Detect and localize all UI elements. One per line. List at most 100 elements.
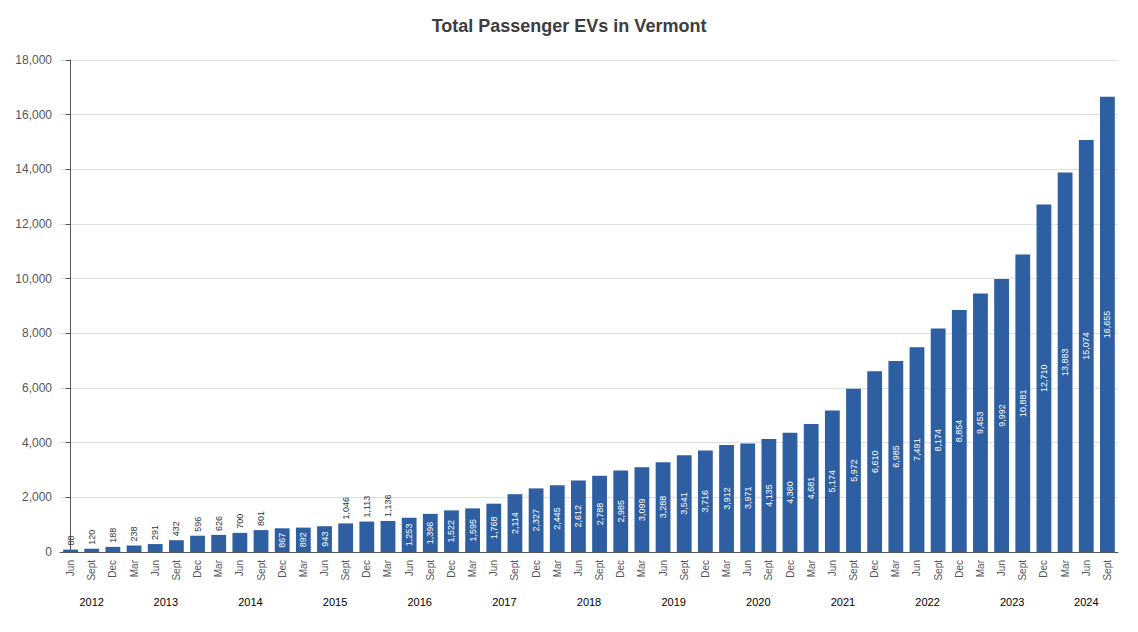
svg-text:120: 120 [87, 530, 97, 545]
svg-text:6,985: 6,985 [891, 445, 901, 468]
svg-text:Mar: Mar [552, 559, 563, 577]
svg-text:2024: 2024 [1074, 596, 1098, 608]
svg-text:Mar: Mar [975, 559, 986, 577]
svg-text:Dec: Dec [700, 560, 711, 578]
svg-text:Dec: Dec [1038, 560, 1049, 578]
svg-text:1,113: 1,113 [362, 496, 372, 518]
svg-text:6,610: 6,610 [870, 450, 880, 473]
svg-text:3,541: 3,541 [679, 492, 689, 515]
svg-text:Jun: Jun [488, 560, 499, 576]
svg-text:Jun: Jun [742, 560, 753, 576]
svg-text:Mar: Mar [890, 559, 901, 577]
svg-text:1,253: 1,253 [404, 524, 414, 547]
svg-text:1,136: 1,136 [383, 494, 393, 517]
svg-text:12,000: 12,000 [15, 217, 52, 231]
svg-text:4,000: 4,000 [22, 436, 52, 450]
svg-text:Jun: Jun [65, 560, 76, 576]
svg-text:Jun: Jun [1081, 560, 1092, 576]
svg-text:8,174: 8,174 [933, 429, 943, 452]
svg-text:Mar: Mar [298, 559, 309, 577]
svg-text:188: 188 [108, 528, 118, 543]
svg-text:5,174: 5,174 [827, 470, 837, 493]
svg-text:432: 432 [171, 521, 181, 536]
svg-text:Jun: Jun [234, 560, 245, 576]
svg-text:18,000: 18,000 [15, 53, 52, 67]
svg-text:Sept: Sept [86, 560, 97, 581]
svg-text:15,074: 15,074 [1081, 332, 1091, 360]
svg-text:3,971: 3,971 [743, 486, 753, 509]
svg-text:Sept: Sept [763, 560, 774, 581]
svg-text:2013: 2013 [154, 596, 178, 608]
svg-text:5,972: 5,972 [849, 459, 859, 482]
svg-text:2,114: 2,114 [510, 512, 520, 534]
svg-text:238: 238 [129, 526, 139, 541]
svg-text:Mar: Mar [467, 559, 478, 577]
svg-text:Dec: Dec [446, 560, 457, 578]
svg-text:9,453: 9,453 [975, 412, 985, 435]
svg-text:0: 0 [45, 545, 52, 559]
svg-text:2019: 2019 [661, 596, 685, 608]
svg-text:2,612: 2,612 [573, 505, 583, 528]
svg-text:Dec: Dec [107, 560, 118, 578]
svg-text:14,000: 14,000 [15, 162, 52, 176]
svg-text:8,000: 8,000 [22, 326, 52, 340]
svg-text:2020: 2020 [746, 596, 770, 608]
svg-text:867: 867 [277, 533, 287, 548]
svg-text:596: 596 [193, 517, 203, 532]
svg-text:Sept: Sept [256, 560, 267, 581]
svg-text:2015: 2015 [323, 596, 347, 608]
svg-text:2,000: 2,000 [22, 490, 52, 504]
svg-text:6,000: 6,000 [22, 381, 52, 395]
svg-text:3,716: 3,716 [700, 490, 710, 513]
svg-text:2016: 2016 [407, 596, 431, 608]
svg-text:892: 892 [298, 532, 308, 547]
svg-text:2,788: 2,788 [595, 503, 605, 526]
svg-text:Sept: Sept [848, 560, 859, 581]
svg-text:16,000: 16,000 [15, 108, 52, 122]
svg-text:2023: 2023 [1000, 596, 1024, 608]
svg-text:1,046: 1,046 [341, 497, 351, 520]
svg-text:2,445: 2,445 [552, 507, 562, 530]
svg-text:Dec: Dec [954, 560, 965, 578]
svg-text:Dec: Dec [277, 560, 288, 578]
svg-text:Jun: Jun [404, 560, 415, 576]
svg-text:Jun: Jun [573, 560, 584, 576]
svg-text:Jun: Jun [911, 560, 922, 576]
svg-text:Dec: Dec [192, 560, 203, 578]
svg-text:1,595: 1,595 [468, 519, 478, 542]
svg-text:7,491: 7,491 [912, 438, 922, 461]
svg-text:Mar: Mar [806, 559, 817, 577]
svg-text:Mar: Mar [213, 559, 224, 577]
svg-text:Mar: Mar [129, 559, 140, 577]
svg-text:4,360: 4,360 [785, 481, 795, 504]
svg-text:1,396: 1,396 [425, 522, 435, 545]
svg-text:3,912: 3,912 [722, 487, 732, 510]
svg-text:2021: 2021 [831, 596, 855, 608]
svg-text:2,985: 2,985 [616, 500, 626, 523]
svg-text:Jun: Jun [319, 560, 330, 576]
svg-text:Mar: Mar [382, 559, 393, 577]
svg-text:88: 88 [66, 536, 76, 546]
svg-text:4,681: 4,681 [806, 477, 816, 500]
svg-text:1,768: 1,768 [489, 517, 499, 540]
svg-text:4,135: 4,135 [764, 484, 774, 507]
svg-text:10,881: 10,881 [1018, 390, 1028, 418]
svg-text:Dec: Dec [615, 560, 626, 578]
svg-text:10,000: 10,000 [15, 272, 52, 286]
svg-text:3,288: 3,288 [658, 496, 668, 519]
svg-text:Sept: Sept [594, 560, 605, 581]
svg-text:2,327: 2,327 [531, 509, 541, 532]
svg-text:Total Passenger EVs in Vermont: Total Passenger EVs in Vermont [432, 16, 707, 36]
svg-text:943: 943 [320, 532, 330, 547]
svg-text:Mar: Mar [721, 559, 732, 577]
svg-text:3,099: 3,099 [637, 498, 647, 521]
svg-text:Sept: Sept [171, 560, 182, 581]
svg-text:Jun: Jun [658, 560, 669, 576]
svg-text:Dec: Dec [361, 560, 372, 578]
svg-text:2017: 2017 [492, 596, 516, 608]
svg-text:2014: 2014 [238, 596, 262, 608]
svg-text:Sept: Sept [1017, 560, 1028, 581]
svg-text:16,655: 16,655 [1102, 311, 1112, 339]
svg-text:Sept: Sept [1102, 560, 1113, 581]
svg-text:Sept: Sept [509, 560, 520, 581]
